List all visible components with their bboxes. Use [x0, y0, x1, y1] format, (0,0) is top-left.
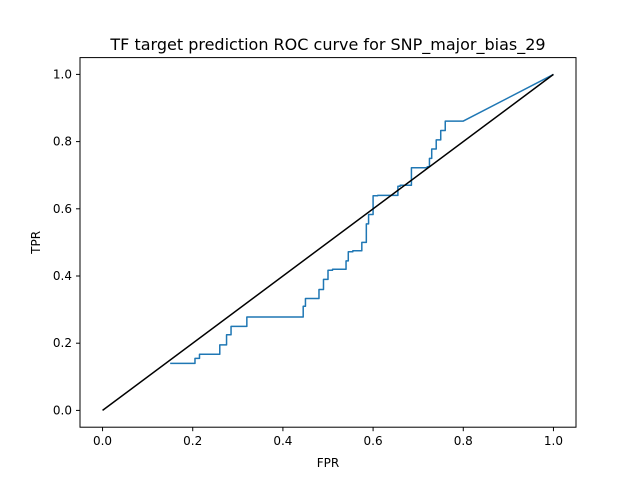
series-line-roc	[170, 73, 554, 365]
series-line-diagonal	[102, 73, 554, 412]
x-axis-label: FPR	[317, 456, 339, 470]
axes-frame	[79, 57, 577, 428]
x-tick-label: 0.8	[454, 434, 473, 448]
chart-title: TF target prediction ROC curve for SNP_m…	[109, 35, 545, 55]
x-tick-label: 0.2	[183, 434, 202, 448]
x-tick-label: 0.0	[93, 434, 112, 448]
y-tick-label: 0.6	[53, 202, 72, 216]
y-tick-label: 0.0	[53, 403, 72, 417]
y-axis-label: TPR	[29, 231, 43, 255]
y-tick-label: 0.4	[53, 269, 72, 283]
y-tick-label: 0.8	[53, 135, 72, 149]
x-tick-label: 1.0	[544, 434, 563, 448]
y-tick-label: 1.0	[53, 67, 72, 81]
x-tick-label: 0.6	[364, 434, 383, 448]
axis-ticks: 0.0 0.2 0.4 0.6 0.8 1.0 0.0 0.2 0.4 0.6 0.8 1.0	[53, 67, 563, 448]
y-tick-label: 0.2	[53, 336, 72, 350]
x-tick-label: 0.4	[273, 434, 292, 448]
plot-area	[102, 73, 554, 412]
